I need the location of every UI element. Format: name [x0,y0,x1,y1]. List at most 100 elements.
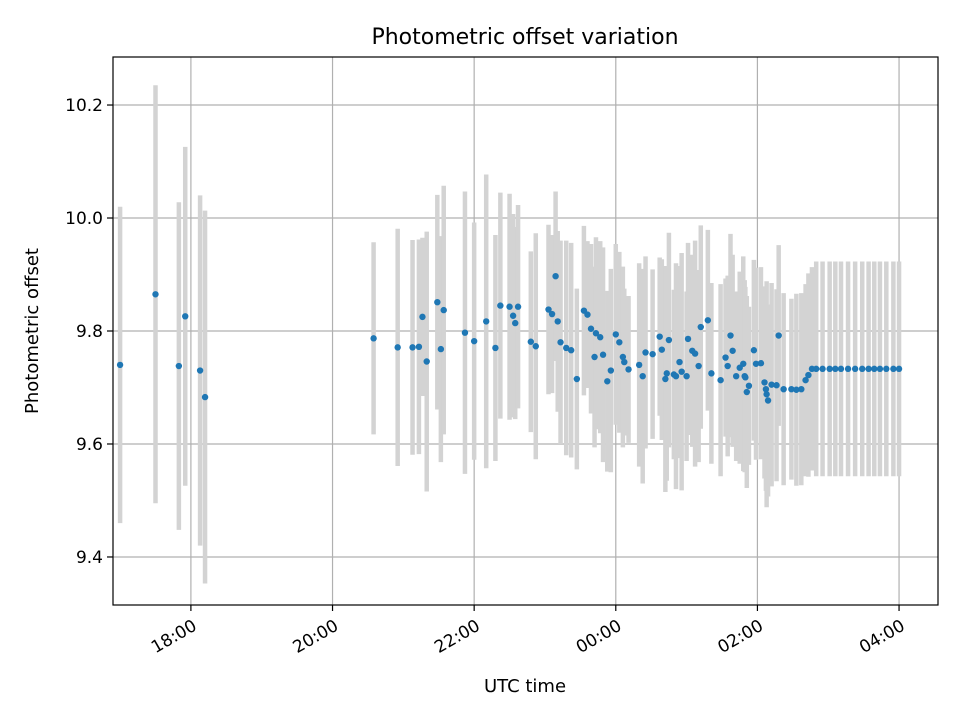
data-point [470,337,478,345]
y-axis-ticks: 9.4 9.6 9.8 10.0 10.2 [65,96,113,568]
data-point [890,365,897,373]
data-point [642,349,649,356]
data-point [662,375,669,383]
data-point [722,354,729,361]
data-point [492,344,499,352]
data-point [859,365,866,373]
x-tick-label: 02:00 [714,616,766,658]
data-point [621,358,628,366]
data-point [116,361,124,369]
x-axis-label: UTC time [484,676,566,697]
data-point [752,360,760,367]
data-point [762,385,770,393]
data-point [409,344,416,351]
data-point [780,385,787,393]
data-point [729,347,736,354]
data-point [763,391,770,398]
data-point [557,339,564,346]
data-point [506,303,513,310]
data-point [764,397,772,404]
data-point [592,330,600,337]
data-point [788,385,795,393]
data-point [773,382,780,389]
data-point [419,313,426,321]
data-point [509,312,517,319]
data-point [639,372,646,380]
data-point [599,351,607,358]
x-tick-label: 22:00 [431,616,483,658]
x-axis-ticks: 18:00 20:00 22:00 00:00 02:00 04:00 [148,605,909,658]
data-point [604,378,611,385]
data-point [663,370,670,377]
data-point [607,367,615,374]
y-tick-label: 10.2 [65,96,103,116]
data-point [545,306,552,313]
data-point [423,358,430,365]
data-point [482,318,490,325]
x-tick-label: 18:00 [148,616,200,658]
data-point [415,343,423,351]
data-point [743,388,750,396]
data-point [394,344,401,351]
data-points [116,273,903,404]
data-point [871,365,878,373]
data-point [527,338,535,345]
data-point [727,332,734,339]
data-point [683,372,690,380]
data-point [461,329,469,336]
data-point [695,362,702,370]
data-point [761,379,768,386]
data-point [691,350,699,357]
data-point [201,393,209,401]
data-point [512,319,519,327]
data-point [552,273,559,280]
data-point [625,366,632,373]
y-tick-label: 9.8 [76,322,103,342]
data-point [665,336,673,344]
x-tick-label: 00:00 [573,616,625,658]
data-point [152,291,159,298]
data-point [708,370,715,377]
data-point [554,318,561,325]
chart-title: Photometric offset variation [371,25,678,50]
data-point [724,362,731,370]
data-point [497,302,504,309]
data-point [437,345,445,353]
data-point [573,375,581,383]
error-bars [117,85,902,584]
data-point [775,332,782,339]
data-point [876,365,884,373]
data-point [802,376,809,384]
data-point [656,333,663,340]
data-point [812,365,820,373]
x-tick-label: 20:00 [290,616,342,658]
data-point [635,361,643,369]
data-point [563,344,570,352]
data-point [597,334,604,341]
data-point [584,311,591,318]
y-tick-label: 9.6 [76,435,103,455]
data-point [851,365,859,373]
data-point [684,335,692,343]
data-point [175,362,183,370]
data-point [883,365,890,373]
y-tick-label: 10.0 [65,209,103,229]
data-point [514,303,522,310]
y-tick-label: 9.4 [76,548,103,568]
data-point [440,306,447,314]
data-point [895,365,903,373]
data-point [591,353,598,361]
data-point [742,374,749,381]
data-point [649,350,656,358]
data-point [793,386,800,393]
data-point [658,346,666,353]
data-point [676,358,683,366]
data-point [182,313,189,320]
data-point [619,353,627,361]
data-point [832,365,839,373]
data-point [819,365,826,373]
data-point [745,382,753,389]
data-point [757,360,765,367]
data-point [697,323,704,331]
